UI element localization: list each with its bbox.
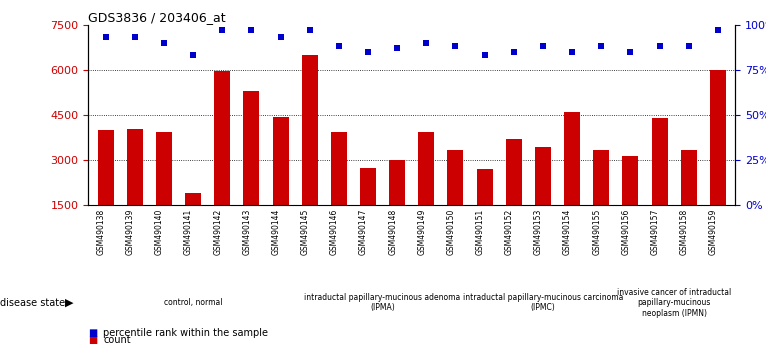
Text: GSM490151: GSM490151 — [476, 209, 485, 255]
Point — [391, 45, 403, 51]
Text: intraductal papillary-mucinous adenoma
(IPMA): intraductal papillary-mucinous adenoma (… — [304, 293, 460, 312]
Point — [479, 53, 491, 58]
Point — [508, 49, 520, 55]
Text: GSM490140: GSM490140 — [155, 209, 164, 255]
Bar — [506, 139, 522, 251]
Bar — [214, 72, 231, 251]
Point — [187, 53, 199, 58]
Text: GDS3836 / 203406_at: GDS3836 / 203406_at — [88, 11, 226, 24]
Text: invasive cancer of intraductal
papillary-mucinous
neoplasm (IPMN): invasive cancer of intraductal papillary… — [617, 288, 732, 318]
Text: GSM490158: GSM490158 — [679, 209, 689, 255]
Text: GSM490145: GSM490145 — [301, 209, 309, 255]
Text: GSM490157: GSM490157 — [650, 209, 660, 255]
Text: ■: ■ — [88, 335, 97, 345]
Text: GSM490139: GSM490139 — [126, 209, 135, 255]
Point — [274, 35, 286, 40]
Bar — [593, 150, 609, 251]
Text: GSM490155: GSM490155 — [592, 209, 601, 255]
Point — [566, 49, 578, 55]
Text: GSM490148: GSM490148 — [388, 209, 397, 255]
Point — [712, 27, 724, 33]
Bar — [360, 168, 376, 251]
Point — [653, 44, 666, 49]
Point — [624, 49, 637, 55]
Text: ▶: ▶ — [64, 298, 74, 308]
Text: GSM490149: GSM490149 — [417, 209, 427, 255]
Bar — [652, 118, 668, 251]
Point — [683, 44, 695, 49]
Text: GSM490152: GSM490152 — [505, 209, 514, 255]
Bar — [447, 150, 463, 251]
Bar — [273, 116, 289, 251]
Text: GSM490154: GSM490154 — [563, 209, 572, 255]
Bar — [418, 132, 434, 251]
Bar — [564, 112, 580, 251]
Text: GSM490143: GSM490143 — [242, 209, 251, 255]
Text: GSM490141: GSM490141 — [184, 209, 193, 255]
Bar — [185, 193, 201, 251]
Text: ■: ■ — [88, 328, 97, 338]
Point — [421, 40, 433, 46]
Text: GSM490142: GSM490142 — [213, 209, 222, 255]
Point — [362, 49, 374, 55]
Text: GSM490138: GSM490138 — [97, 209, 106, 255]
Point — [129, 35, 141, 40]
Point — [100, 35, 112, 40]
Text: intraductal papillary-mucinous carcinoma
(IPMC): intraductal papillary-mucinous carcinoma… — [463, 293, 623, 312]
Text: count: count — [103, 335, 131, 345]
Bar — [331, 132, 347, 251]
Text: GSM490147: GSM490147 — [359, 209, 368, 255]
Text: GSM490156: GSM490156 — [621, 209, 630, 255]
Bar — [244, 91, 260, 251]
Point — [595, 44, 607, 49]
Point — [450, 44, 462, 49]
Bar — [681, 150, 697, 251]
Point — [303, 27, 316, 33]
Text: disease state: disease state — [0, 298, 65, 308]
Text: control, normal: control, normal — [164, 298, 222, 307]
Text: GSM490159: GSM490159 — [709, 209, 718, 255]
Point — [158, 40, 170, 46]
Bar — [97, 130, 113, 251]
Point — [332, 44, 345, 49]
Point — [216, 27, 228, 33]
Point — [245, 27, 257, 33]
Bar — [535, 147, 551, 251]
Text: GSM490144: GSM490144 — [271, 209, 280, 255]
Point — [537, 44, 549, 49]
Text: GSM490153: GSM490153 — [534, 209, 543, 255]
Text: GSM490150: GSM490150 — [447, 209, 456, 255]
Bar — [155, 132, 172, 251]
Text: percentile rank within the sample: percentile rank within the sample — [103, 328, 268, 338]
Bar — [710, 70, 726, 251]
Bar — [623, 156, 638, 251]
Bar — [302, 55, 318, 251]
Text: GSM490146: GSM490146 — [330, 209, 339, 255]
Bar — [476, 169, 493, 251]
Bar — [126, 129, 142, 251]
Bar — [389, 160, 405, 251]
